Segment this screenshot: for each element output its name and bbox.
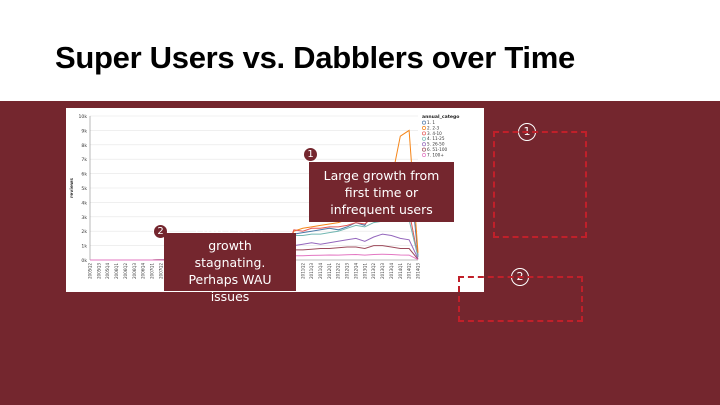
- y-tick-label: 3k: [81, 215, 87, 221]
- legend-entry: 1. 1: [427, 120, 435, 125]
- x-tick-label: 2013Q1: [362, 263, 367, 279]
- x-tick-label: 2006Q4: [141, 263, 146, 279]
- y-tick-label: 0k: [81, 258, 87, 264]
- x-tick-label: 2014Q2: [407, 263, 412, 279]
- x-tick-label: 2005Q2: [88, 263, 93, 279]
- x-tick-label: 2012Q3: [345, 263, 350, 279]
- y-tick-label: 6k: [81, 172, 87, 178]
- x-tick-label: 2011Q3: [309, 263, 314, 279]
- x-tick-label: 2012Q1: [327, 263, 332, 279]
- x-tick-label: 2011Q2: [300, 263, 305, 279]
- legend-title: annual_catego: [422, 114, 459, 120]
- legend-entry: 3. 4-10: [427, 131, 442, 136]
- legend-symbol: [422, 126, 426, 130]
- x-tick-label: 2014Q3: [416, 263, 421, 279]
- x-tick-label: 2006Q1: [114, 263, 119, 279]
- y-tick-label: 9k: [81, 128, 87, 134]
- x-tick-label: 2007Q2: [158, 263, 163, 279]
- x-tick-label: 2007Q1: [150, 263, 155, 279]
- x-tick-label: 2013Q3: [380, 263, 385, 279]
- y-tick-label: 1k: [81, 244, 87, 250]
- y-tick-label: 4k: [81, 200, 87, 206]
- legend-symbol: [422, 131, 426, 136]
- x-tick-label: 2006Q3: [132, 263, 137, 279]
- marker-2-dashed-box: [458, 276, 583, 322]
- callout-2-box: Power User growth stagnating. Perhaps WA…: [164, 221, 296, 304]
- marker-1-dashed-box: [493, 131, 587, 238]
- x-tick-label: 2013Q4: [389, 263, 394, 279]
- legend-entry: 6. 51-100: [427, 147, 447, 152]
- legend-entry: 2. 2-3: [427, 125, 440, 130]
- legend-entry: 4. 11-25: [427, 136, 445, 141]
- x-tick-label: 2005Q4: [105, 263, 110, 279]
- legend-entry: 7. 100+: [427, 152, 444, 157]
- y-tick-label: 7k: [81, 157, 87, 163]
- callout-1-text: Large growth from first time or infreque…: [323, 167, 440, 217]
- legend-symbol: [422, 147, 426, 152]
- x-tick-label: 2005Q3: [96, 263, 101, 279]
- x-tick-label: 2012Q4: [353, 263, 358, 279]
- callout-1-number-badge: 1: [303, 147, 318, 162]
- legend-symbol: [422, 136, 426, 141]
- y-tick-label: 10k: [78, 114, 87, 120]
- x-tick-label: 2011Q4: [318, 263, 323, 279]
- x-tick-label: 2014Q1: [398, 263, 403, 279]
- callout-2-text: Power User growth stagnating. Perhaps WA…: [188, 220, 272, 304]
- legend-symbol: [422, 153, 426, 157]
- y-tick-label: 5k: [81, 186, 87, 192]
- legend-symbol: [422, 120, 426, 125]
- x-tick-label: 2013Q2: [371, 263, 376, 279]
- y-axis-label: reviews: [69, 178, 75, 198]
- x-tick-label: 2006Q2: [123, 263, 128, 279]
- y-tick-label: 2k: [81, 229, 87, 235]
- x-tick-label: 2012Q2: [336, 263, 341, 279]
- legend-entry: 5. 26-50: [427, 142, 445, 147]
- slide-title: Super Users vs. Dabblers over Time: [55, 40, 575, 75]
- legend-symbol: [422, 142, 426, 147]
- y-tick-label: 8k: [81, 143, 87, 149]
- callout-1-box: Large growth from first time or infreque…: [309, 162, 454, 222]
